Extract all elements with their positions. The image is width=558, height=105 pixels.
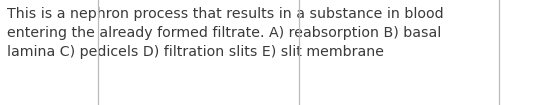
Text: This is a nephron process that results in a substance in blood
entering the alre: This is a nephron process that results i… [7, 7, 443, 59]
